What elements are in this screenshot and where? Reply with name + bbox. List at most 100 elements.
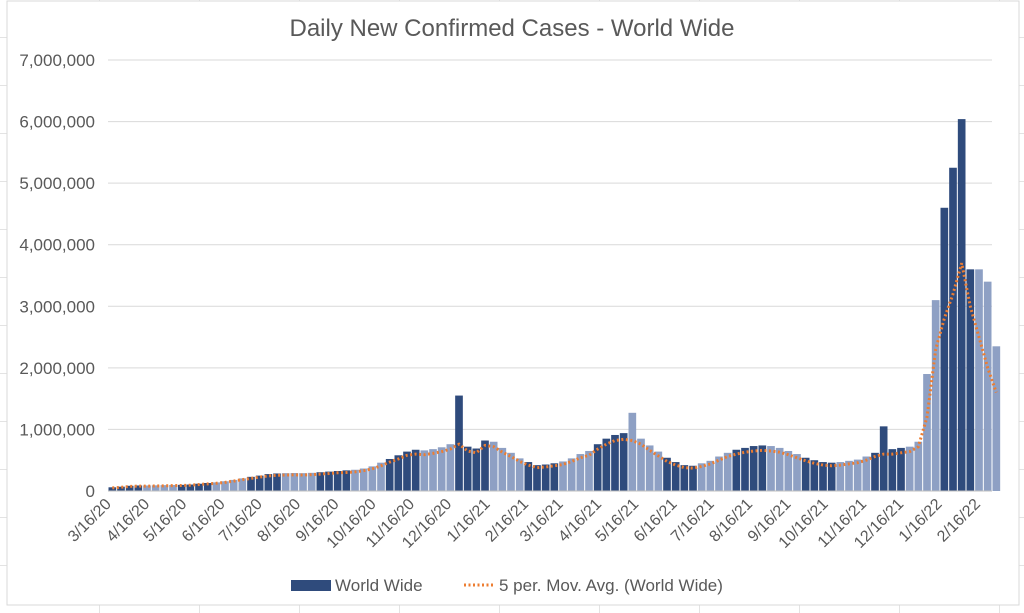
moving-average-line — [112, 262, 998, 490]
bar — [914, 441, 923, 491]
bar — [576, 454, 585, 491]
bar — [923, 374, 931, 491]
bar — [793, 454, 801, 491]
bar — [966, 269, 975, 491]
bar — [619, 433, 628, 491]
bar — [541, 464, 550, 491]
bar — [749, 446, 758, 491]
bar — [593, 444, 602, 491]
bar — [117, 486, 125, 491]
bar — [602, 438, 611, 491]
bar — [169, 484, 177, 491]
chart-area[interactable] — [6, 0, 1020, 606]
bar — [255, 475, 264, 491]
y-tick-label: 5,000,000 — [19, 174, 95, 193]
bar — [186, 484, 195, 491]
bar — [732, 449, 741, 491]
bar — [446, 444, 455, 491]
bar — [515, 458, 524, 491]
bar — [333, 470, 342, 491]
bar — [359, 468, 368, 491]
bar — [810, 460, 819, 491]
bar — [351, 469, 359, 491]
bar — [775, 447, 784, 491]
bar — [221, 481, 229, 491]
legend: World Wide 5 per. Mov. Avg. (World Wide) — [291, 576, 723, 595]
bar — [368, 466, 377, 491]
bar — [212, 482, 221, 491]
legend-label-moving-average: 5 per. Mov. Avg. (World Wide) — [499, 576, 723, 595]
bar — [871, 452, 879, 491]
bar — [611, 434, 619, 491]
bar — [862, 456, 871, 491]
bar — [879, 426, 888, 491]
bar — [524, 462, 533, 491]
bar — [264, 474, 273, 491]
bar — [394, 455, 403, 491]
bar — [203, 482, 212, 491]
chart-title: Daily New Confirmed Cases - World Wide — [289, 15, 734, 42]
bar — [706, 460, 715, 491]
bar — [290, 473, 299, 491]
bar — [489, 441, 498, 491]
bar — [957, 119, 966, 491]
bar — [160, 485, 169, 491]
bar — [507, 452, 515, 491]
bar — [836, 462, 845, 491]
gridlines — [108, 59, 992, 430]
bar — [992, 346, 1001, 491]
bar — [767, 446, 775, 491]
bar — [819, 462, 827, 491]
bar — [931, 300, 940, 491]
bar — [377, 462, 385, 491]
bar — [949, 167, 957, 491]
bar — [741, 447, 749, 491]
bar — [316, 472, 325, 491]
bar — [342, 470, 351, 491]
legend-label-world-wide: World Wide — [335, 576, 423, 595]
bar — [559, 461, 567, 491]
bar — [533, 465, 541, 491]
bar — [420, 450, 429, 491]
y-tick-label: 6,000,000 — [19, 113, 95, 132]
y-tick-label: 3,000,000 — [19, 297, 95, 316]
bar — [481, 440, 489, 491]
bar — [437, 447, 446, 491]
bar — [784, 450, 793, 491]
bar — [801, 457, 810, 491]
bar — [905, 446, 914, 491]
bar — [299, 473, 307, 491]
bar — [715, 456, 723, 491]
bar — [125, 485, 134, 491]
y-tick-label: 4,000,000 — [19, 236, 95, 255]
bar — [411, 449, 420, 491]
bar — [403, 451, 411, 491]
bar — [567, 458, 576, 491]
legend-swatch-world-wide — [291, 580, 331, 591]
bar — [689, 465, 697, 491]
bar — [151, 485, 160, 491]
bar — [177, 484, 186, 491]
bar — [671, 462, 680, 491]
bar — [975, 269, 983, 491]
y-axis-labels: 0 1,000,000 2,000,000 3,000,000 4,000,000 5,0… — [19, 51, 95, 501]
bar — [853, 459, 862, 491]
bar — [273, 473, 281, 491]
bar — [697, 463, 706, 491]
bar — [758, 445, 767, 491]
bar — [723, 452, 732, 491]
bar — [654, 451, 663, 491]
bar — [940, 207, 949, 491]
bar — [229, 479, 238, 491]
bar — [663, 457, 671, 491]
bar-series-world-wide — [108, 119, 1001, 491]
bar — [108, 487, 117, 491]
bar — [888, 449, 897, 491]
bar — [498, 447, 507, 491]
bar — [680, 465, 689, 491]
bar — [281, 473, 290, 491]
bar — [325, 471, 333, 491]
bar — [628, 412, 637, 491]
bar — [897, 447, 905, 491]
